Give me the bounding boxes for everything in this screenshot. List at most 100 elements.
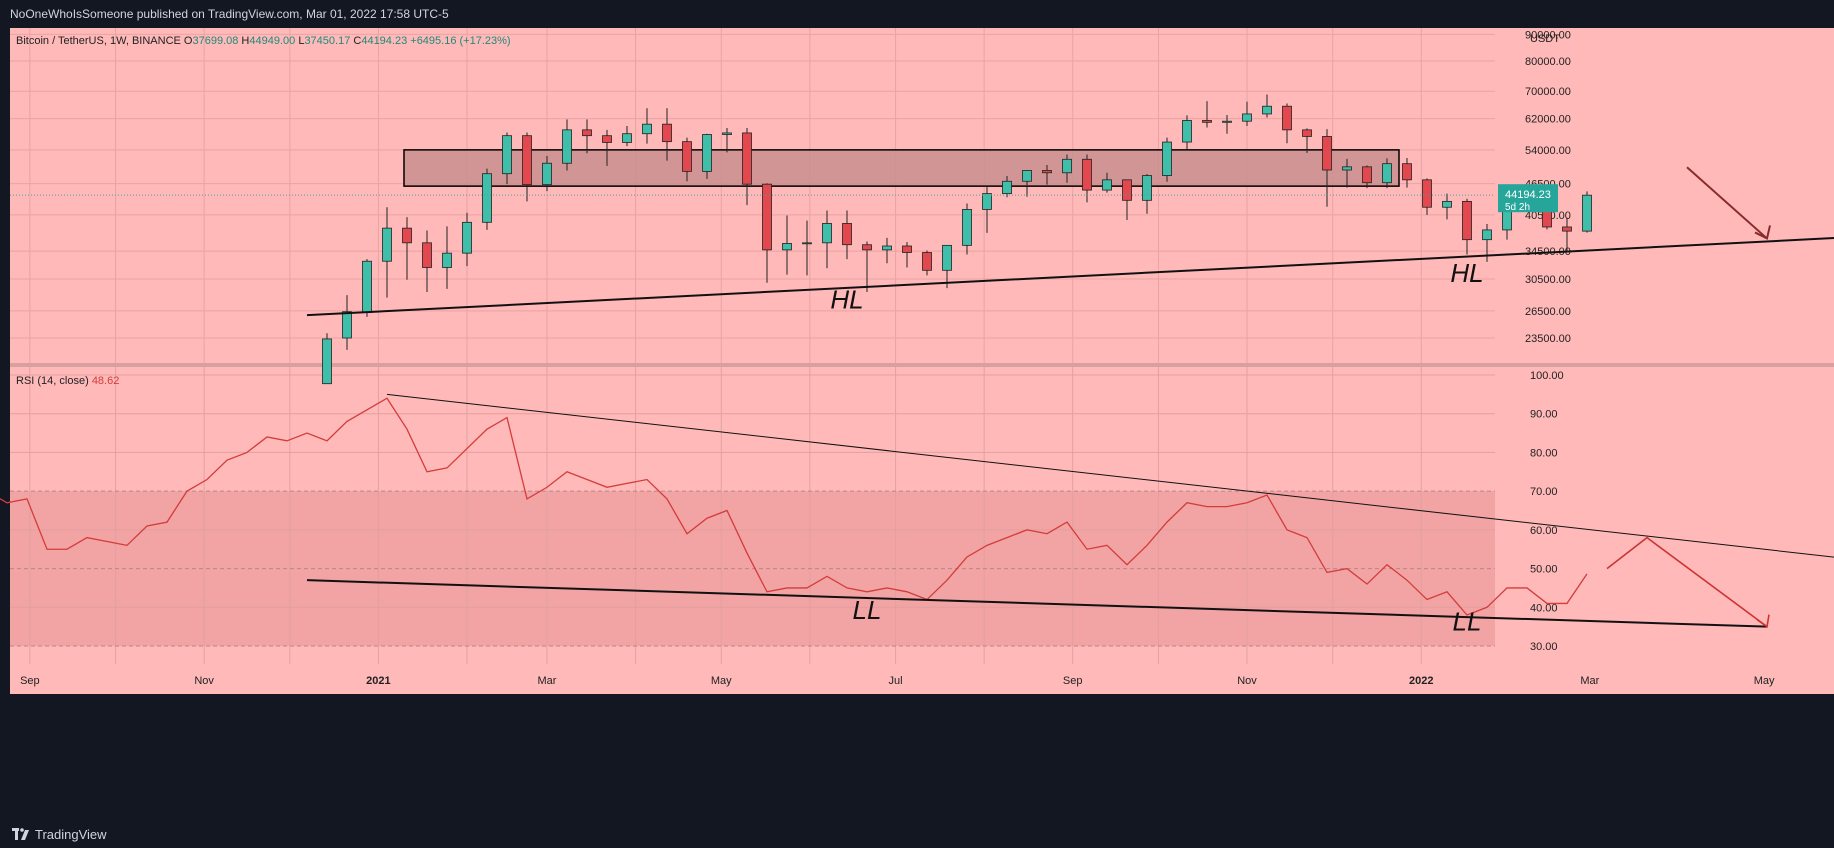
legend-part: H: [241, 35, 249, 47]
candle-body[interactable]: [722, 132, 732, 135]
time-tick-label: May: [1754, 675, 1775, 687]
candle-body[interactable]: [322, 338, 332, 385]
candle-body[interactable]: [942, 244, 952, 271]
candle-body[interactable]: [1362, 166, 1372, 184]
rsi-tick-label: 40.00: [1530, 602, 1558, 614]
rsi-tick-label: 60.00: [1530, 525, 1558, 537]
candle-body[interactable]: [682, 141, 692, 172]
candle-body[interactable]: [1582, 194, 1592, 232]
candle-body[interactable]: [1002, 180, 1012, 195]
rsi-tick-label: 30.00: [1530, 641, 1558, 653]
candle-body[interactable]: [742, 132, 752, 185]
candle-body[interactable]: [462, 221, 472, 254]
candle-body[interactable]: [1062, 158, 1072, 174]
candle-body[interactable]: [1082, 158, 1092, 191]
price-tick-label: 30500.00: [1525, 274, 1571, 286]
candle-body[interactable]: [1322, 136, 1332, 171]
candle-body[interactable]: [762, 183, 772, 251]
candle-body[interactable]: [422, 242, 432, 268]
brand-label: TradingView: [35, 826, 107, 842]
hl-label: HL: [830, 284, 863, 314]
price-axis: [1495, 28, 1834, 694]
time-tick-label: Mar: [1580, 675, 1599, 687]
time-tick-label: 2021: [366, 675, 390, 687]
candle-body[interactable]: [1122, 179, 1132, 201]
time-tick-label: Sep: [20, 675, 40, 687]
rsi-lower-trendline[interactable]: [306, 579, 1768, 628]
candle-body[interactable]: [862, 244, 872, 251]
candle-body[interactable]: [562, 129, 572, 164]
hl-label: HL: [1450, 258, 1483, 288]
candle-body[interactable]: [642, 123, 652, 135]
candle-body[interactable]: [1042, 170, 1052, 174]
candle-body[interactable]: [1462, 200, 1472, 241]
rsi-tick-label: 100.00: [1530, 370, 1564, 382]
candle-body[interactable]: [1302, 129, 1312, 137]
candle-body[interactable]: [962, 209, 972, 246]
candle-body[interactable]: [522, 135, 532, 186]
candle-body[interactable]: [622, 133, 632, 143]
candle-body[interactable]: [802, 242, 812, 245]
candle-body[interactable]: [842, 223, 852, 246]
candle-body[interactable]: [1382, 163, 1392, 184]
candle-body[interactable]: [882, 245, 892, 251]
time-tick-label: Sep: [1063, 675, 1083, 687]
candle-body[interactable]: [982, 193, 992, 210]
candle-body[interactable]: [362, 260, 372, 313]
candle-body[interactable]: [402, 227, 412, 244]
candle-body[interactable]: [1562, 226, 1572, 232]
candle-body[interactable]: [342, 311, 352, 339]
candle-body[interactable]: [582, 129, 592, 137]
candle-body[interactable]: [502, 135, 512, 175]
support-trendline[interactable]: [306, 235, 1834, 317]
candle-body[interactable]: [1402, 163, 1412, 181]
rsi-legend: RSI (14, close) 48.62: [16, 375, 119, 387]
candle-body[interactable]: [1222, 120, 1232, 123]
candle-body[interactable]: [1242, 113, 1252, 122]
candle-body[interactable]: [1202, 120, 1212, 123]
candle-body[interactable]: [1022, 170, 1032, 182]
candle-body[interactable]: [542, 162, 552, 186]
legend-part: O: [184, 35, 193, 47]
candle-body[interactable]: [482, 173, 492, 223]
candle-body[interactable]: [1442, 200, 1452, 208]
candle-body[interactable]: [1142, 175, 1152, 201]
rsi-descending-trendline[interactable]: [386, 393, 1834, 560]
price-tick-label: 80000.00: [1525, 56, 1571, 68]
candle-body[interactable]: [902, 245, 912, 253]
legend-part: 44194.23: [361, 35, 410, 47]
legend-part: Bitcoin / TetherUS, 1W, BINANCE: [16, 35, 184, 47]
candle-body[interactable]: [442, 252, 452, 268]
candle-body[interactable]: [1102, 179, 1112, 191]
last-price-value: 44194.23: [1505, 189, 1551, 201]
price-arrow[interactable]: [1686, 166, 1768, 240]
candle-body[interactable]: [1182, 120, 1192, 143]
candle-body[interactable]: [382, 227, 392, 262]
time-tick-label: May: [711, 675, 732, 687]
legend-part: 37699.08: [192, 35, 241, 47]
legend-part: 37450.17: [304, 35, 353, 47]
price-tick-label: 90000.00: [1525, 29, 1571, 41]
candle-body[interactable]: [1262, 105, 1272, 115]
candle-body[interactable]: [1422, 179, 1432, 208]
candle-body[interactable]: [602, 135, 612, 143]
bar-countdown: 5d 2h: [1505, 202, 1530, 213]
rsi-projection-arrow[interactable]: [1606, 536, 1768, 628]
tradingview-icon: [12, 828, 29, 840]
candle-body[interactable]: [1482, 229, 1492, 241]
candle-body[interactable]: [1162, 141, 1172, 176]
tradingview-logo[interactable]: TradingView: [12, 826, 107, 842]
candle-body[interactable]: [782, 243, 792, 251]
candle-body[interactable]: [662, 123, 672, 143]
resistance-zone[interactable]: [403, 149, 1400, 187]
candle-body[interactable]: [1342, 166, 1352, 171]
candle-body[interactable]: [702, 134, 712, 172]
candle-body[interactable]: [922, 252, 932, 271]
candle-body[interactable]: [1282, 105, 1292, 131]
price-arrow-head: [1754, 225, 1771, 240]
legend-part: L: [298, 35, 304, 47]
rsi-line[interactable]: [0, 397, 1588, 616]
published-line: NoOneWhoIsSomeone published on TradingVi…: [10, 7, 449, 21]
candle-body[interactable]: [822, 223, 832, 244]
